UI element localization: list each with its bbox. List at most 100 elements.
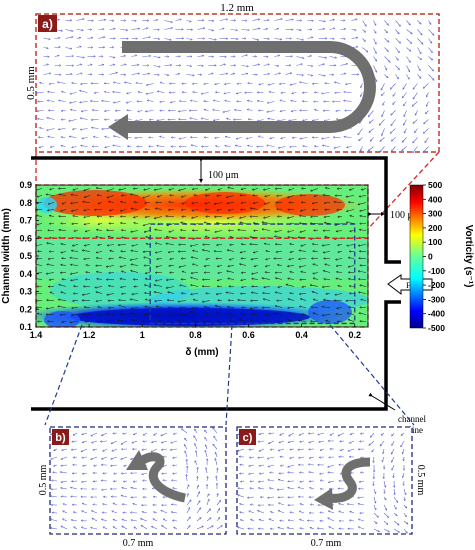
velocity-vector (351, 29, 357, 31)
curved-arrow-up-head (126, 450, 148, 470)
velocity-vector-head (110, 487, 113, 491)
velocity-vector-head (194, 428, 197, 432)
velocity-vector-head (331, 73, 334, 76)
velocity-vector (110, 464, 118, 467)
velocity-vector-head (266, 457, 270, 460)
velocity-vector-head (203, 264, 206, 268)
velocity-vector (194, 428, 198, 434)
velocity-vector (310, 504, 315, 506)
velocity-vector-head (47, 229, 50, 232)
velocity-vector (98, 36, 106, 39)
velocity-vector (250, 258, 259, 260)
velocity-vector-head (213, 99, 216, 102)
velocity-vector-head (229, 243, 232, 246)
velocity-vector (130, 194, 139, 196)
velocity-vector (97, 244, 103, 246)
velocity-vector (170, 511, 178, 514)
velocity-vector (417, 74, 422, 79)
velocity-vector-head (299, 81, 302, 84)
velocity-vector (359, 284, 367, 287)
velocity-vector (337, 251, 343, 253)
velocity-vector (258, 480, 265, 483)
velocity-vector (104, 146, 110, 148)
velocity-vector-head (189, 64, 192, 68)
velocity-vector-head (254, 55, 257, 58)
velocity-vector-head (430, 50, 433, 53)
velocity-vector (164, 27, 173, 30)
velocity-vector-head (96, 320, 99, 323)
velocity-vector (288, 312, 295, 315)
velocity-vector-head (382, 467, 386, 470)
velocity-vector-head (319, 511, 322, 514)
velocity-vector (214, 137, 220, 139)
velocity-vector-head (83, 195, 87, 199)
velocity-vector (130, 230, 139, 233)
velocity-vector (100, 480, 108, 482)
velocity-vector (54, 37, 61, 39)
velocity-vector-head (130, 263, 133, 266)
velocity-vector (81, 456, 88, 459)
velocity-vector-head (256, 99, 260, 103)
velocity-vector-head (323, 221, 327, 225)
velocity-vector (252, 64, 260, 66)
velocity-vector (217, 188, 223, 191)
velocity-vector (82, 201, 91, 203)
velocity-vector (101, 488, 108, 491)
velocity-vector-head (95, 291, 98, 294)
velocity-vector (121, 519, 128, 522)
velocity-vector (274, 72, 281, 75)
velocity-vector-head (358, 518, 361, 521)
velocity-vector-head (130, 496, 133, 499)
velocity-vector-head (199, 73, 202, 76)
velocity-vector-head (71, 146, 74, 149)
velocity-vector-head (181, 292, 184, 295)
velocity-vector (96, 271, 103, 273)
velocity-vector-head (68, 119, 71, 122)
y-axis-label: Channel width (mm) (1, 208, 12, 304)
velocity-vector (307, 74, 313, 77)
velocity-vector (70, 109, 77, 111)
velocity-vector (308, 456, 315, 459)
velocity-vector-head (368, 130, 371, 133)
curved-arrow-up-icon (137, 452, 187, 503)
velocity-vector-head (225, 18, 228, 21)
velocity-vector-head (143, 256, 146, 259)
velocity-vector-head (419, 51, 422, 55)
velocity-vector (172, 487, 178, 490)
velocity-vector-head (288, 201, 291, 204)
velocity-vector (62, 518, 68, 522)
velocity-vector-head (226, 201, 229, 205)
velocity-vector-head (397, 523, 400, 526)
velocity-vector-head (168, 91, 171, 94)
velocity-vector-head (69, 321, 72, 324)
velocity-vector-head (215, 475, 218, 478)
velocity-vector-head (318, 456, 322, 459)
velocity-vector-head (421, 42, 424, 45)
velocity-vector (60, 209, 67, 212)
velocity-vector-head (145, 110, 148, 113)
velocity-vector (237, 229, 247, 231)
velocity-vector (264, 243, 271, 245)
velocity-vector (299, 472, 305, 474)
velocity-vector (391, 440, 395, 446)
velocity-vector-head (299, 480, 302, 483)
velocity-vector (289, 83, 297, 86)
velocity-vector-head (279, 433, 282, 436)
velocity-vector-head (401, 452, 404, 455)
velocity-vector-head (347, 265, 351, 268)
velocity-vector (168, 251, 175, 253)
velocity-vector (267, 496, 275, 499)
velocity-vector-head (277, 215, 280, 218)
velocity-vector (62, 510, 68, 514)
velocity-vector-head (324, 208, 327, 211)
velocity-vector-head (236, 37, 239, 41)
velocity-vector (179, 313, 187, 315)
velocity-vector (253, 202, 259, 204)
velocity-vector-head (250, 299, 253, 302)
velocity-vector-head (261, 228, 264, 231)
x-tick-label: 0.8 (189, 330, 202, 340)
velocity-vector-head (102, 27, 105, 31)
velocity-vector (112, 502, 118, 506)
velocity-vector-head (95, 186, 98, 190)
velocity-vector-head (70, 495, 73, 498)
